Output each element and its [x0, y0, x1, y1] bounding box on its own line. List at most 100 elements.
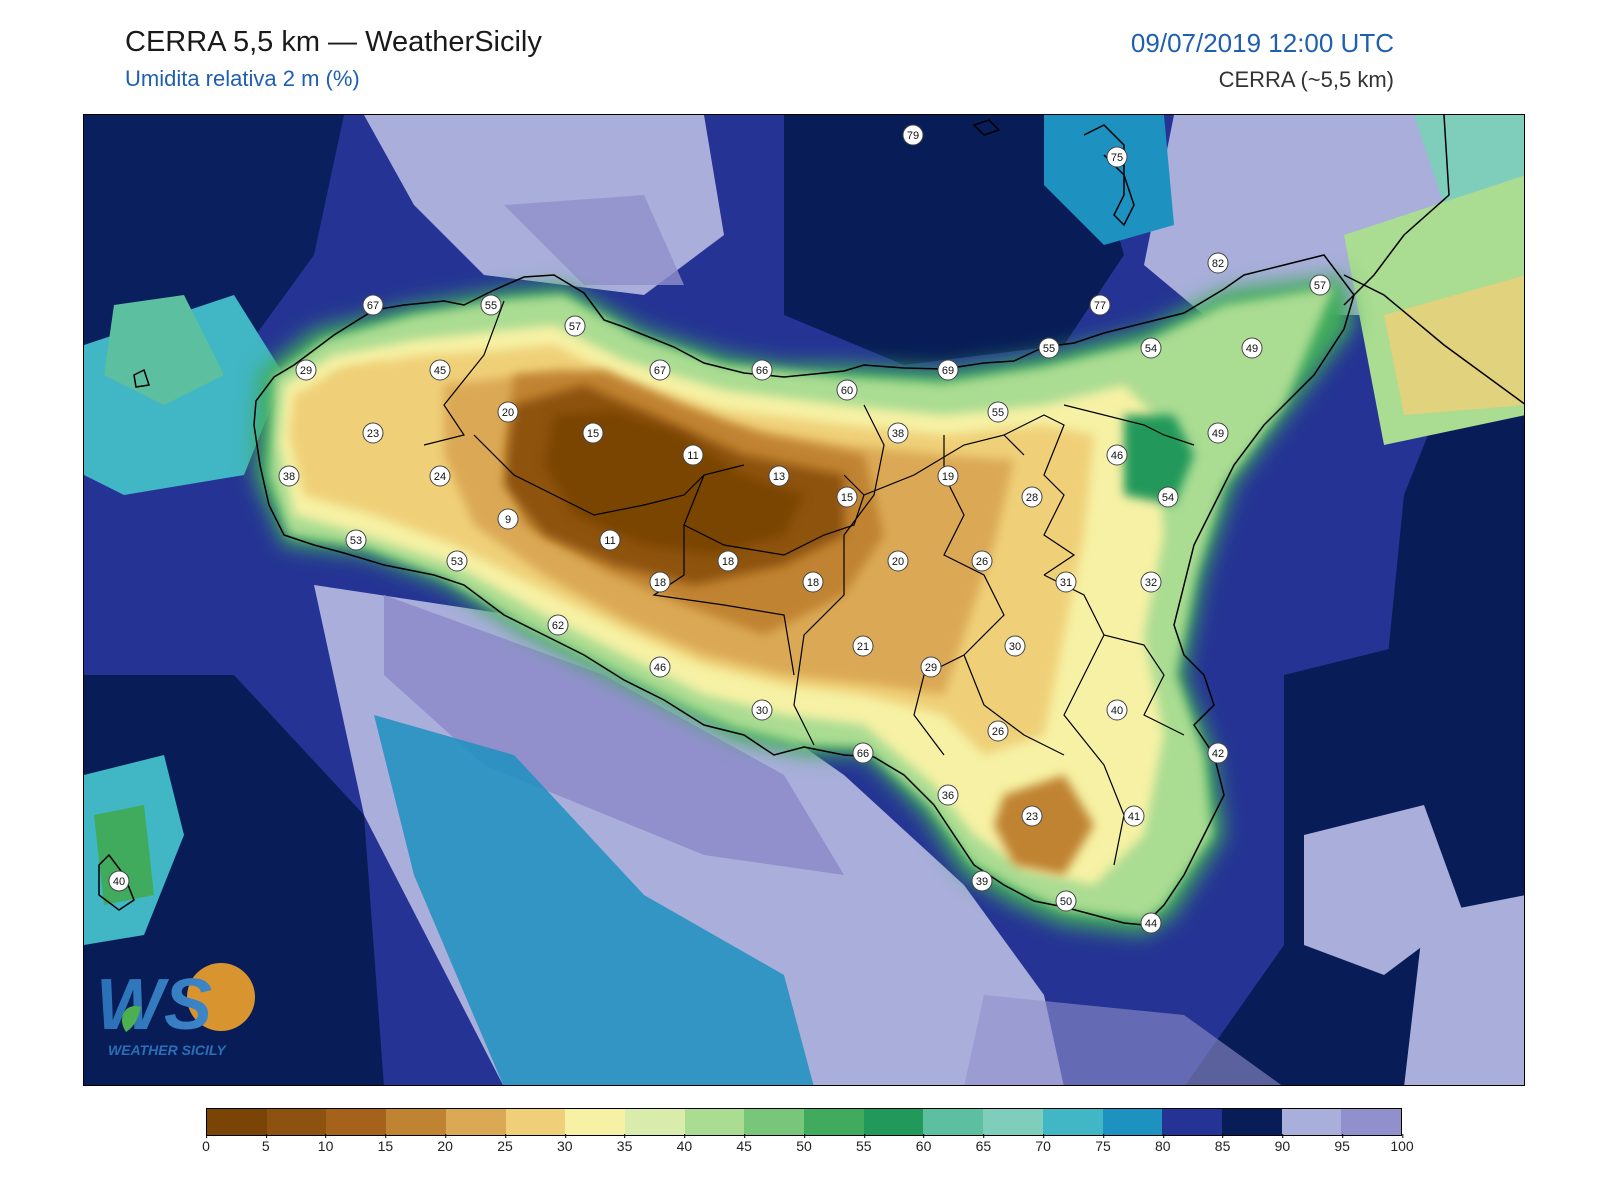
colorbar-tick-label: 55 [856, 1134, 872, 1154]
station-marker: 49 [1241, 337, 1263, 359]
station-value: 29 [300, 365, 312, 377]
colorbar-tick-label: 10 [317, 1134, 334, 1154]
colorbar-segment [863, 1109, 924, 1135]
station-marker: 69 [937, 359, 959, 381]
station-marker-circle [1106, 699, 1128, 721]
station-value: 18 [807, 577, 819, 589]
station-marker-circle [887, 422, 909, 444]
station-value: 67 [654, 365, 666, 377]
station-marker: 53 [446, 550, 468, 572]
station-marker-circle [751, 699, 773, 721]
station-marker-circle [295, 359, 317, 381]
station-marker: 21 [852, 635, 874, 657]
station-value: 53 [350, 535, 362, 547]
station-marker: 9 [497, 508, 519, 530]
station-value: 66 [756, 365, 768, 377]
colorbar-segment [445, 1109, 506, 1135]
station-marker-circle [1157, 486, 1179, 508]
station-marker-circle [1089, 294, 1111, 316]
station-marker: 19 [937, 465, 959, 487]
station-marker-circle [1038, 337, 1060, 359]
colorbar-tick-label: 90 [1274, 1134, 1291, 1154]
province-borders [423, 300, 1195, 866]
colorbar-segment [804, 1109, 864, 1135]
colorbar-tick-label: 0 [202, 1134, 210, 1154]
station-value: 30 [756, 705, 768, 717]
sea-humidity-fields [84, 115, 1524, 1085]
station-value: 54 [1145, 343, 1157, 355]
station-marker-circle [717, 550, 739, 572]
colorbar-tick-label: 5 [261, 1134, 270, 1154]
station-marker-circle [1123, 805, 1145, 827]
colorbar-segment [1102, 1109, 1163, 1135]
station-marker: 46 [649, 656, 671, 678]
station-marker-circle [1106, 444, 1128, 466]
colorbar-segment [923, 1109, 984, 1135]
station-value: 67 [367, 300, 379, 312]
map-title: CERRA 5,5 km — WeatherSicily [125, 26, 542, 58]
station-value: 11 [604, 535, 615, 547]
station-value: 30 [1009, 641, 1021, 653]
station-marker: 24 [429, 465, 451, 487]
station-value: 32 [1145, 577, 1157, 589]
station-marker: 39 [971, 870, 993, 892]
colorbar-tick-label: 75 [1095, 1134, 1111, 1154]
colorbar-tick-label: 40 [676, 1134, 693, 1154]
station-marker: 67 [649, 359, 671, 381]
model-label: CERRA (~5,5 km) [1218, 67, 1394, 92]
station-marker-circle [1140, 571, 1162, 593]
station-marker-circle [987, 720, 1009, 742]
station-value: 46 [1111, 450, 1123, 462]
station-marker: 57 [1309, 274, 1331, 296]
station-marker: 50 [1055, 890, 1077, 912]
station-value: 38 [283, 471, 295, 483]
station-marker-circle [446, 550, 468, 572]
station-marker: 20 [497, 401, 519, 423]
station-marker: 82 [1207, 252, 1229, 274]
station-marker-circle [1207, 422, 1229, 444]
colorbar-segment [266, 1109, 327, 1135]
station-value: 60 [841, 385, 853, 397]
station-marker: 18 [717, 550, 739, 572]
station-value: 62 [552, 620, 564, 632]
station-marker: 54 [1157, 486, 1179, 508]
station-value: 42 [1212, 748, 1224, 760]
station-marker-circle [971, 870, 993, 892]
station-marker-circle [987, 401, 1009, 423]
station-value: 38 [892, 428, 904, 440]
station-marker-circle [887, 550, 909, 572]
station-marker-circle [497, 508, 519, 530]
station-value: 55 [992, 407, 1004, 419]
station-marker-circle [937, 784, 959, 806]
colorbar-tick-label: 45 [736, 1134, 752, 1154]
station-value: 24 [434, 471, 446, 483]
station-marker-circle [1309, 274, 1331, 296]
station-marker-circle [1207, 742, 1229, 764]
colorbar-tick-label: 30 [557, 1134, 573, 1154]
station-value: 28 [1026, 492, 1038, 504]
station-marker: 31 [1055, 571, 1077, 593]
station-marker-circle [1004, 635, 1026, 657]
station-value: 40 [1111, 705, 1123, 717]
station-marker: 75 [1106, 146, 1128, 168]
station-value: 20 [502, 407, 514, 419]
station-marker: 66 [751, 359, 773, 381]
station-marker-circle [649, 571, 671, 593]
map-canvas: 79 75 82 57 77 55 54 49 69 60 66 67 57 55 67 29 45 20 15 11… [84, 115, 1524, 1085]
station-marker-circle [1055, 571, 1077, 593]
station-marker-circle [902, 124, 924, 146]
station-marker-circle [1207, 252, 1229, 274]
station-value: 41 [1128, 811, 1140, 823]
station-value: 23 [367, 428, 379, 440]
station-marker: 15 [836, 486, 858, 508]
station-marker: 26 [971, 550, 993, 572]
station-value: 77 [1094, 300, 1106, 312]
colorbar-segment [207, 1109, 267, 1135]
station-marker-circle [278, 465, 300, 487]
station-marker-circle [582, 422, 604, 444]
station-value: 15 [587, 428, 599, 440]
colorbar-tick-label: 65 [975, 1134, 992, 1154]
station-marker: 66 [852, 742, 874, 764]
station-marker: 29 [295, 359, 317, 381]
station-value: 9 [505, 514, 511, 526]
